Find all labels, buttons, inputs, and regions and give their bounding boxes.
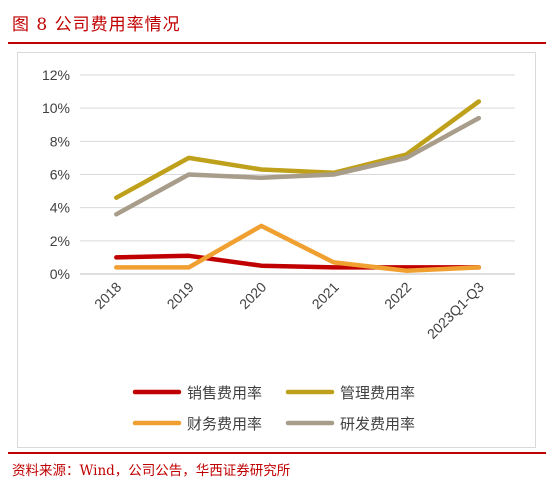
y-tick-label: 2%: [50, 233, 70, 249]
y-tick-label: 10%: [42, 100, 70, 116]
x-tick-label: 2019: [164, 279, 197, 312]
x-tick-label: 2023Q1-Q3: [424, 279, 487, 342]
legend-label: 研发费用率: [340, 416, 415, 433]
y-axis-ticks: 0% 2% 4% 6% 8% 10% 12%: [42, 67, 70, 282]
x-axis-ticks: 2018 2019 2020 2021 2022 2023Q1-Q3: [91, 279, 487, 342]
y-tick-label: 6%: [50, 167, 70, 183]
series-line-3: [114, 223, 482, 273]
y-tick-label: 0%: [50, 266, 70, 282]
chart-frame: [17, 52, 536, 448]
x-tick-label: 2021: [309, 279, 342, 312]
grid-lines: [80, 74, 515, 275]
y-tick-label: 8%: [50, 133, 70, 149]
series-line-2: [114, 99, 482, 200]
legend-label: 管理费用率: [340, 385, 415, 402]
y-tick-label: 4%: [50, 200, 70, 216]
series-lines: [114, 99, 482, 273]
source-rule: [8, 452, 546, 454]
y-tick-label: 12%: [42, 67, 70, 83]
x-tick-label: 2020: [236, 279, 269, 312]
source-note: 资料来源：Wind，公司公告，华西证券研究所: [12, 463, 291, 479]
legend-label: 财务费用率: [187, 416, 262, 433]
title-rule: [8, 42, 546, 44]
series-line-1: [114, 253, 482, 270]
x-tick-label: 2018: [91, 279, 124, 312]
series-line-4: [114, 115, 482, 217]
legend-label: 销售费用率: [187, 385, 262, 402]
x-tick-label: 2022: [381, 279, 414, 312]
figure-title: 图 8 公司费用率情况: [12, 15, 181, 35]
